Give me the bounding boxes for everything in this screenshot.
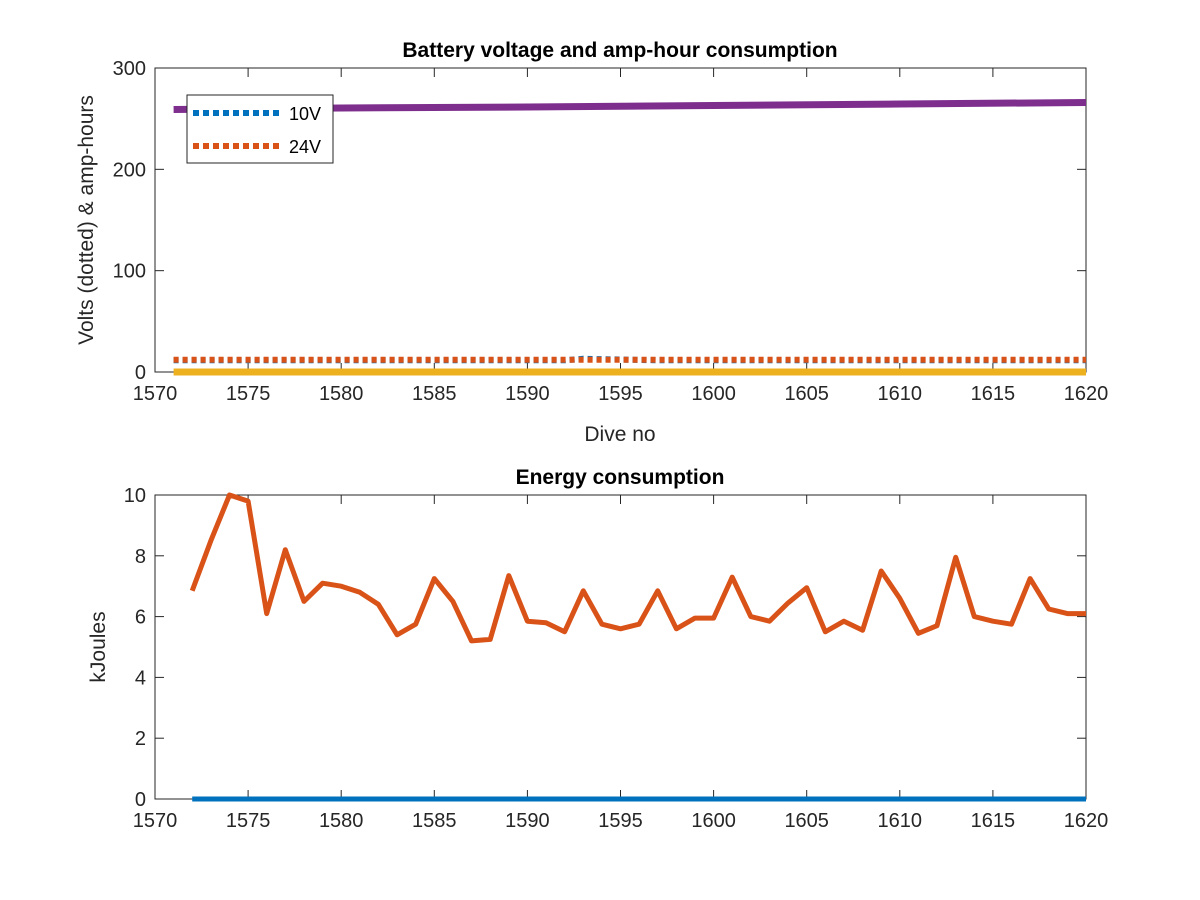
top-y-tick-label: 300 [113, 58, 146, 80]
top-x-tick-label: 1570 [133, 383, 178, 405]
top-y-axis-label: Volts (dotted) & amp-hours [75, 95, 98, 345]
top-x-tick-label: 1610 [878, 383, 923, 405]
bottom-y-tick-label: 10 [124, 485, 146, 507]
voltage-amp-hour-subplot: Battery voltage and amp-hour consumption… [75, 39, 1108, 446]
energy-consumption-subplot: Energy consumption 1570 1575 1580 1585 1590 1… [87, 466, 1108, 832]
top-x-tick-label: 1580 [319, 383, 364, 405]
top-x-tick-label: 1600 [691, 383, 736, 405]
bottom-y-axis-label: kJoules [87, 611, 110, 682]
bottom-x-tick-label: 1620 [1064, 810, 1109, 832]
top-chart-title: Battery voltage and amp-hour consumption [402, 39, 837, 62]
top-x-tick-label: 1595 [598, 383, 643, 405]
legend: 10V 24V [186, 94, 334, 164]
bottom-y-tick-label: 6 [135, 607, 146, 629]
bottom-chart-title: Energy consumption [516, 466, 725, 489]
bottom-x-tick-label: 1585 [412, 810, 457, 832]
top-x-tick-label: 1620 [1064, 383, 1109, 405]
bottom-x-tick-label: 1600 [691, 810, 736, 832]
top-x-tick-label: 1615 [971, 383, 1016, 405]
bottom-x-tick-label: 1610 [878, 810, 923, 832]
bottom-y-tick-label: 2 [135, 728, 146, 750]
top-x-tick-label: 1605 [784, 383, 829, 405]
bottom-plot-area [154, 494, 1087, 800]
bottom-x-tick-label: 1580 [319, 810, 364, 832]
top-x-tick-label: 1590 [505, 383, 550, 405]
top-x-tick-label: 1585 [412, 383, 457, 405]
legend-label-10v: 10V [289, 104, 321, 124]
bottom-x-tick-label: 1595 [598, 810, 643, 832]
legend-label-24v: 24V [289, 137, 321, 157]
bottom-x-tick-label: 1570 [133, 810, 178, 832]
legend-box [186, 94, 334, 164]
bottom-x-tick-label: 1575 [226, 810, 271, 832]
top-x-tick-label: 1575 [226, 383, 271, 405]
top-x-axis-label: Dive no [584, 423, 655, 446]
bottom-series-line-1 [189, 492, 1086, 644]
bottom-y-tick-label: 8 [135, 546, 146, 568]
bottom-y-tick-label: 4 [135, 667, 146, 689]
bottom-x-tick-label: 1605 [784, 810, 829, 832]
bottom-x-tick-label: 1615 [971, 810, 1016, 832]
top-y-tick-label: 100 [113, 261, 146, 283]
bottom-x-tick-label: 1590 [505, 810, 550, 832]
top-y-tick-label: 0 [135, 362, 146, 384]
top-y-tick-label: 200 [113, 159, 146, 181]
bottom-y-tick-label: 0 [135, 789, 146, 811]
